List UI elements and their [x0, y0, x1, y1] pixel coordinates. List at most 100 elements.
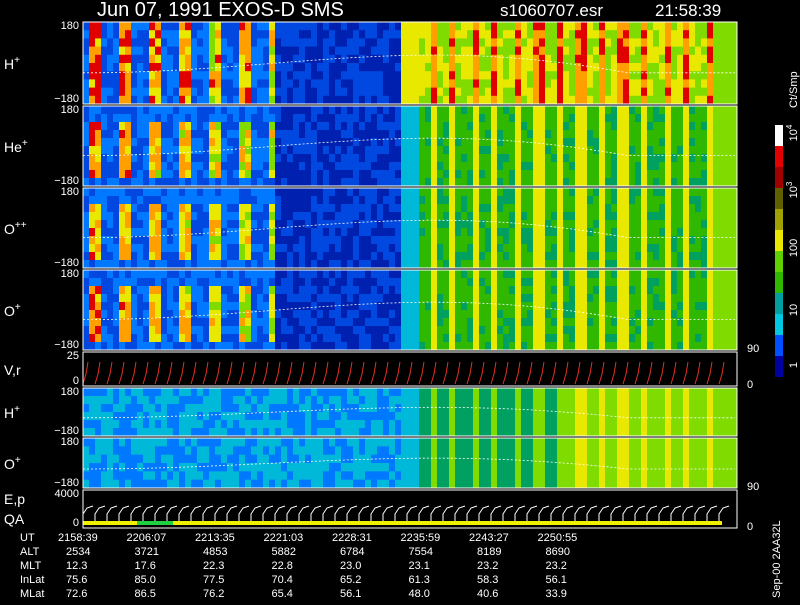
spectrogram-cell	[125, 178, 132, 187]
spectrogram-cell	[365, 95, 372, 105]
spectrogram-cell	[665, 342, 672, 351]
spectrogram-cell	[443, 278, 450, 287]
spectrogram-cell	[695, 220, 702, 229]
spectrogram-cell	[617, 396, 624, 405]
spectrogram-cell	[437, 79, 444, 89]
spectrogram-cell	[167, 87, 174, 97]
spectrogram-cell	[461, 114, 468, 123]
spectrogram-cell	[275, 260, 282, 269]
spectrogram-cell	[587, 412, 594, 421]
spectrogram-cell	[413, 170, 420, 179]
spectrogram-cell	[329, 278, 336, 287]
spectrogram-cell	[479, 106, 486, 115]
spectrogram-cell	[407, 178, 414, 187]
spectrogram-cell	[593, 252, 600, 261]
spectrogram-cell	[653, 196, 660, 205]
spectrogram-cell	[119, 162, 126, 171]
spectrogram-cell	[623, 87, 630, 97]
spectrogram-cell	[629, 106, 636, 115]
spectrogram-cell	[251, 260, 258, 269]
spectrogram-cell	[431, 278, 438, 287]
spectrogram-cell	[497, 30, 504, 39]
spectrogram-cell	[473, 63, 480, 72]
spectrogram-cell	[623, 38, 630, 48]
spectrogram-cell	[191, 71, 198, 80]
spectrogram-cell	[665, 170, 672, 179]
spectrogram-cell	[467, 204, 474, 213]
spectrogram-cell	[221, 212, 228, 221]
spectrogram-cell	[179, 412, 186, 421]
spectrogram-cell	[341, 278, 348, 287]
spectrogram-cell	[191, 396, 198, 405]
spectrogram-cell	[497, 428, 504, 437]
spectrogram-cell	[731, 188, 738, 197]
spectrogram-cell	[185, 162, 192, 171]
spectrogram-cell	[365, 114, 372, 123]
spectrogram-cell	[521, 236, 528, 245]
spectrogram-cell	[671, 87, 678, 97]
spectrogram-cell	[539, 46, 546, 56]
spectrogram-cell	[167, 334, 174, 343]
spectrogram-cell	[209, 412, 216, 421]
spectrogram-cell	[665, 54, 672, 64]
spectrogram-cell	[347, 420, 354, 429]
spectrogram-cell	[341, 404, 348, 413]
spectrogram-cell	[425, 342, 432, 351]
spectrogram-cell	[167, 212, 174, 221]
spectrogram-cell	[521, 162, 528, 171]
spectrogram-cell	[191, 114, 198, 123]
spectrogram-cell	[323, 286, 330, 295]
spectrogram-cell	[347, 252, 354, 261]
spectrogram-cell	[245, 106, 252, 115]
spectrogram-cell	[143, 114, 150, 123]
spectrogram-cell	[245, 38, 252, 48]
spectrogram-cell	[533, 260, 540, 269]
spectrogram-cell	[443, 388, 450, 397]
spectrogram-cell	[557, 79, 564, 89]
spectrogram-cell	[707, 334, 714, 343]
spectrogram-cell	[629, 71, 636, 80]
spectrogram-cell	[125, 170, 132, 179]
spectrogram-cell	[185, 146, 192, 155]
spectrogram-cell	[239, 396, 246, 405]
spectrogram-cell	[257, 334, 264, 343]
spectrogram-cell	[425, 95, 432, 105]
spectrogram-cell	[275, 294, 282, 303]
spectrogram-cell	[185, 220, 192, 229]
spectrogram-cell	[359, 114, 366, 123]
spectrogram-cell	[293, 30, 300, 39]
spectrogram-cell	[161, 326, 168, 335]
spectrogram-cell	[557, 130, 564, 139]
spectrogram-cell	[491, 236, 498, 245]
spectrogram-cell	[527, 54, 534, 64]
spectrogram-cell	[137, 146, 144, 155]
spectrogram-cell	[203, 342, 210, 351]
spectrogram-cell	[293, 318, 300, 327]
spectrogram-cell	[347, 396, 354, 405]
spectrogram-cell	[101, 388, 108, 397]
spectrogram-cell	[599, 412, 606, 421]
spectrogram-cell	[389, 79, 396, 89]
spectrogram-cell	[203, 420, 210, 429]
spectrogram-cell	[443, 95, 450, 105]
spectrogram-cell	[635, 420, 642, 429]
spectrogram-cell	[677, 154, 684, 163]
spectrogram-cell	[365, 310, 372, 319]
spectrogram-cell	[677, 334, 684, 343]
spectrogram-cell	[479, 412, 486, 421]
spectrogram-cell	[533, 326, 540, 335]
spectrogram-cell	[107, 396, 114, 405]
spectrogram-cell	[725, 170, 732, 179]
spectrogram-cell	[335, 130, 342, 139]
spectrogram-cell	[719, 326, 726, 335]
spectrogram-cell	[599, 71, 606, 80]
spectrogram-cell	[95, 114, 102, 123]
spectrogram-cell	[383, 114, 390, 123]
spectrogram-cell	[473, 302, 480, 311]
spectrogram-cell	[515, 278, 522, 287]
spectrogram-cell	[203, 228, 210, 237]
spectrogram-cell	[461, 22, 468, 31]
spectrogram-cell	[473, 212, 480, 221]
spectrogram-cell	[299, 138, 306, 147]
spectrogram-cell	[587, 228, 594, 237]
